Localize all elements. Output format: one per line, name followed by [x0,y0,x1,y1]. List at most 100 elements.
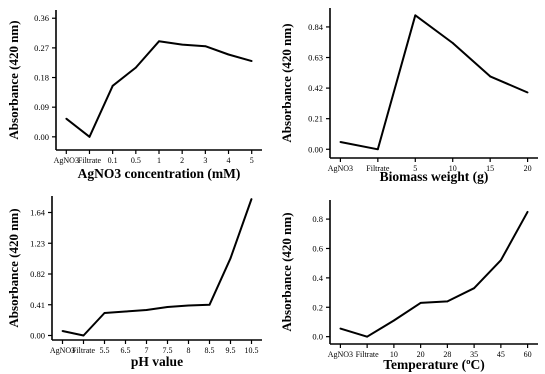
y-tick-label: 0.4 [312,273,323,283]
data-point [124,310,127,313]
x-tick-label: AgNO3 [328,164,353,173]
x-tick-label: 8 [187,346,191,355]
x-tick-label: 20 [524,164,532,173]
y-tick-label: 0.00 [34,132,49,142]
x-tick-label: 28 [443,350,451,359]
x-tick-label: 35 [470,350,478,359]
x-tick-label: 5 [250,156,254,165]
data-point [187,304,190,307]
y-axis-title: Absorbance (420 nm) [6,208,21,327]
data-point [166,306,169,308]
x-tick-label: 7.5 [163,346,173,355]
y-tick-label: 0.2 [312,302,323,312]
data-point [208,303,211,306]
data-point [376,148,379,151]
data-point [489,75,492,78]
y-tick-label: 0.36 [34,13,49,23]
x-tick-label: AgNO3 [328,350,353,359]
x-tick-label: 0.1 [108,156,118,165]
x-axis-title: AgNO3 concentration (mM) [78,166,241,181]
series-line [340,211,529,338]
y-tick-label: 1.64 [30,208,46,218]
x-tick-label: 10 [449,164,457,173]
data-point [158,40,160,43]
x-tick-label: Filtrate [366,164,390,173]
x-tick-label: Filtrate [356,350,380,359]
data-point [446,300,449,303]
panel-biomass-weight: 0.00 0.21 0.42 0.63 0.84 AgNO3 Filtrate 5 10 15 20… [279,8,538,184]
data-point [366,335,369,338]
x-tick-label: 3 [203,156,207,165]
x-tick-label: 45 [497,350,505,359]
x-tick-label: 9.5 [226,346,236,355]
panel-temperature: 0.0 0.2 0.4 0.6 0.8 AgNO3 Filtrate 10 20 28 35 45 60… [279,200,538,372]
x-tick-label: AgNO3 [50,346,75,355]
y-tick-label: 0.00 [308,144,323,154]
y-tick-label: 0.27 [34,43,49,53]
x-axis-title: pH value [131,354,183,369]
x-tick-label: 10.5 [245,346,259,355]
y-tick-label: 0.8 [312,214,323,224]
x-tick-label: 2 [180,156,184,165]
x-tick-label: 5.5 [100,346,110,355]
y-tick-label: 0.63 [308,53,323,63]
x-tick-label: 60 [524,350,532,359]
y-tick-label: 0.21 [308,114,323,124]
y-tick-label: 0.6 [312,243,323,253]
x-tick-label: 5 [413,164,417,173]
data-point [250,198,253,200]
data-point [419,301,422,304]
data-point [526,91,529,94]
data-point [227,53,230,56]
y-tick-label: 0.82 [30,269,45,279]
data-point [392,319,395,322]
y-tick-label: 0.41 [30,300,45,310]
y-tick-label: 1.23 [30,238,45,248]
x-tick-label: 0.5 [131,156,141,165]
y-axis-title: Absorbance (420 nm) [279,23,294,142]
y-axis-title: Absorbance (420 nm) [6,20,21,139]
data-point [339,327,342,330]
x-tick-label: 4 [227,156,231,165]
x-tick-label: Filtrate [72,346,96,355]
data-point [473,287,476,290]
x-tick-label: 10 [390,350,398,359]
data-point [499,259,502,262]
series-line [340,14,528,151]
data-point [65,117,68,120]
y-tick-label: 0.0 [312,332,323,342]
x-axis-title: Biomass weight (g) [380,169,489,184]
data-point [145,309,148,311]
data-point [229,257,232,260]
x-tick-label: 7 [145,346,149,355]
x-tick-label: 8.5 [205,346,215,355]
y-axis-title: Absorbance (420 nm) [279,212,294,331]
data-point [88,135,91,138]
series-line [62,198,253,337]
data-point [82,334,85,337]
x-tick-label: 20 [417,350,425,359]
y-tick-label: 0.18 [34,73,49,83]
x-axis-title: Temperature (ºC) [383,357,485,372]
series-line [65,40,252,138]
y-tick-label: 0.09 [34,102,49,112]
data-point [181,43,184,46]
x-tick-label: 15 [486,164,494,173]
x-tick-label: 6.5 [121,346,131,355]
data-point [103,312,106,314]
data-point [526,210,529,213]
x-tick-label: AgNO3 [54,156,79,165]
x-tick-label: Filtrate [78,156,102,165]
data-point [111,84,114,87]
data-point [204,45,207,48]
data-point [134,66,137,69]
data-point [250,60,253,62]
data-point [414,14,417,17]
data-point [451,42,454,44]
data-point [61,330,64,332]
y-tick-label: 0.00 [30,331,45,341]
y-tick-label: 0.84 [308,22,324,32]
